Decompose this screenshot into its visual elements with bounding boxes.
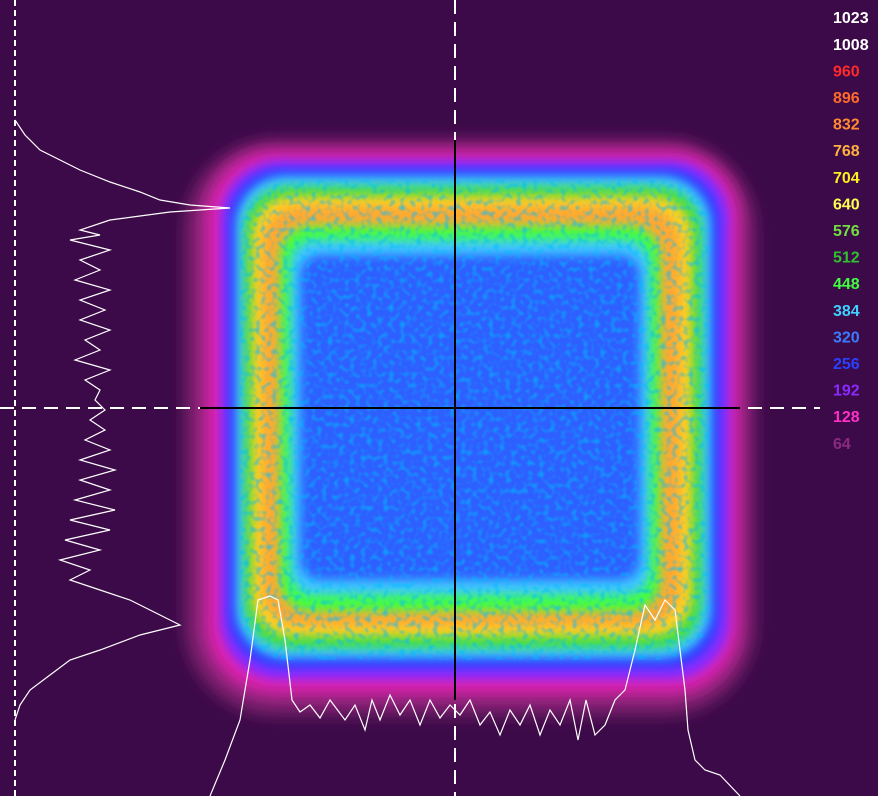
- scale-label: 1008: [833, 37, 869, 54]
- beam-image: 1023 1008 960 896 832 768 704 640 576 512 448 384 32…: [0, 0, 878, 796]
- scale-label: 384: [833, 303, 860, 320]
- beam-profiler-view: 1023 1008 960 896 832 768 704 640 576 512 448 384 32…: [0, 0, 878, 796]
- scale-label: 768: [833, 143, 860, 160]
- scale-label: 576: [833, 223, 860, 240]
- scale-label: 192: [833, 383, 860, 400]
- scale-label: 512: [833, 250, 860, 267]
- scale-label: 320: [833, 329, 860, 346]
- scale-label: 64: [833, 436, 851, 453]
- beam-heatmap: [185, 140, 755, 715]
- scale-label: 256: [833, 356, 860, 373]
- scale-label: 1023: [833, 10, 869, 27]
- scale-label: 832: [833, 117, 860, 134]
- scale-label: 896: [833, 90, 860, 107]
- scale-label: 704: [833, 170, 860, 187]
- scale-label: 640: [833, 196, 860, 213]
- scale-label: 448: [833, 276, 860, 293]
- scale-label: 960: [833, 63, 860, 80]
- scale-label: 128: [833, 409, 860, 426]
